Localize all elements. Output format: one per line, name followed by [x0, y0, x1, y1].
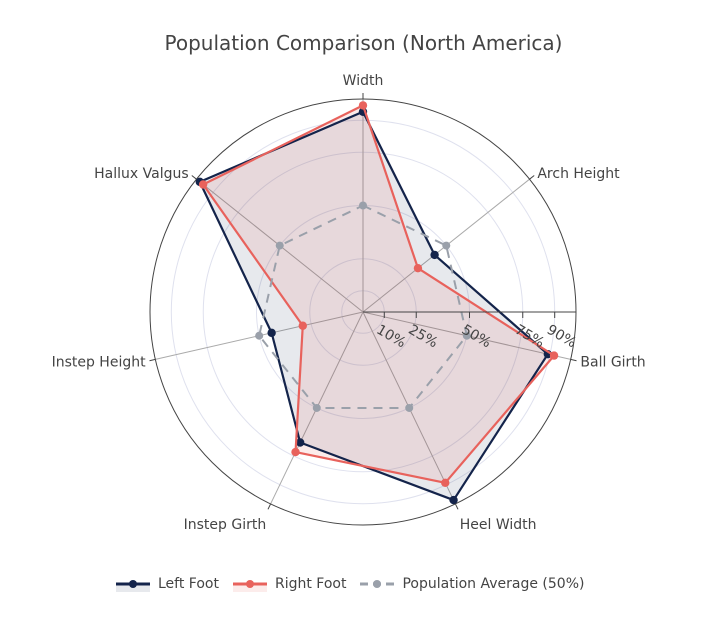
data-point-marker[interactable] — [549, 351, 559, 360]
legend-swatch-icon — [232, 580, 267, 592]
data-point-marker[interactable] — [198, 180, 208, 189]
angular-tick — [570, 358, 577, 362]
series-right-foot[interactable] — [198, 101, 559, 487]
series-line[interactable] — [198, 110, 549, 502]
series-population-average-50[interactable] — [255, 201, 471, 412]
axis-label-heel-width: Heel Width — [460, 517, 537, 533]
data-point-marker[interactable] — [267, 328, 276, 338]
angular-tick — [529, 175, 535, 180]
legend-label: Population Average (50%) — [402, 576, 585, 592]
data-point-marker[interactable] — [291, 447, 300, 457]
legend-item-left-foot[interactable]: Left Foot — [114, 576, 219, 592]
series-line[interactable] — [258, 204, 468, 409]
chart-title: Population Comparison (North America) — [164, 31, 563, 55]
axis-label-arch-height: Arch Height — [537, 166, 620, 182]
legend-item-right-foot[interactable]: Right Foot — [231, 576, 347, 592]
axis-label-ball-girth: Ball Girth — [580, 355, 645, 371]
axis-label-hallux-valgus: Hallux Valgus — [94, 166, 189, 182]
data-point-marker[interactable] — [298, 321, 307, 330]
data-point-marker[interactable] — [359, 201, 367, 210]
angular-axis-labels: Width Arch Height Ball Girth Heel Width Inst… — [52, 73, 646, 533]
series-fill — [199, 111, 548, 501]
data-point-marker[interactable] — [405, 403, 414, 412]
data-point-marker[interactable] — [275, 241, 284, 250]
series-fill — [203, 105, 555, 483]
legend-label: Right Foot — [274, 576, 347, 592]
data-point-marker[interactable] — [462, 331, 471, 340]
series-line[interactable] — [202, 104, 556, 484]
data-point-marker[interactable] — [295, 438, 305, 447]
angular-tick — [191, 175, 197, 180]
series-lines[interactable] — [195, 101, 559, 505]
data-point-marker[interactable] — [442, 241, 451, 250]
data-point-marker[interactable] — [441, 478, 450, 487]
data-point-marker[interactable] — [413, 263, 423, 273]
legend-swatch-icon — [360, 580, 395, 588]
data-point-marker[interactable] — [312, 403, 321, 412]
legend-item-population-average-50[interactable]: Population Average (50%) — [358, 576, 584, 592]
angular-tick — [149, 358, 156, 362]
axis-label-instep-girth: Instep Girth — [184, 517, 267, 533]
data-point-marker[interactable] — [430, 250, 439, 260]
legend-swatch-icon — [116, 580, 150, 592]
data-point-marker[interactable] — [255, 331, 264, 340]
legend-label: Left Foot — [158, 576, 219, 592]
series-fills — [199, 105, 555, 501]
axis-label-width: Width — [343, 73, 384, 89]
angular-tick — [454, 503, 459, 510]
data-point-marker[interactable] — [358, 101, 368, 110]
legend: Left Foot Right Foot Population Average (5… — [114, 576, 596, 592]
axis-label-instep-height: Instep Height — [52, 355, 147, 371]
angular-tick — [267, 503, 272, 510]
data-point-marker[interactable] — [449, 495, 458, 505]
